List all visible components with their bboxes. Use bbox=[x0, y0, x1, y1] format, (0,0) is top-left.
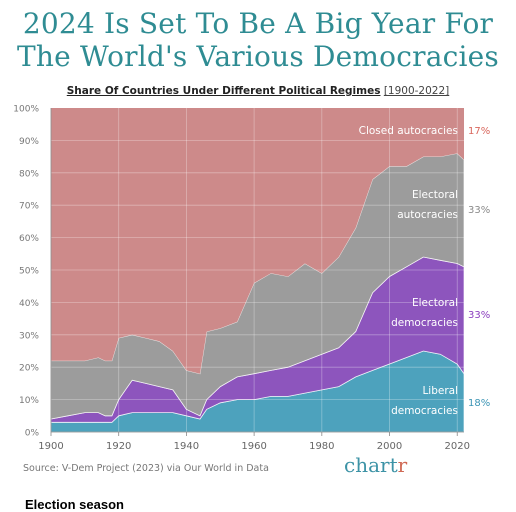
x-tick-label: 2020 bbox=[445, 441, 470, 452]
y-tick-label: 60% bbox=[19, 234, 39, 244]
y-tick-label: 100% bbox=[13, 105, 39, 115]
electoral-democracies-share: 33% bbox=[468, 310, 490, 321]
y-tick-label: 70% bbox=[19, 202, 39, 212]
y-tick-label: 80% bbox=[19, 169, 39, 179]
x-tick-label: 1960 bbox=[241, 441, 266, 452]
x-tick-label: 1980 bbox=[309, 441, 334, 452]
y-tick-label: 20% bbox=[19, 364, 39, 374]
x-tick-label: 2000 bbox=[377, 441, 402, 452]
liberal-democracies-label: Liberal bbox=[422, 385, 458, 397]
y-tick-label: 30% bbox=[19, 331, 39, 341]
subtitle-main: Share Of Countries Under Different Polit… bbox=[66, 85, 381, 97]
electoral-autocracies-share: 33% bbox=[468, 205, 490, 216]
y-tick-label: 0% bbox=[25, 429, 40, 439]
liberal-democracies-label: democracies bbox=[391, 405, 458, 417]
chart-title-line-2: The World's Various Democracies bbox=[17, 40, 499, 73]
electoral-democracies-label: democracies bbox=[391, 317, 458, 329]
chart-title-line-1: 2024 Is Set To Be A Big Year For bbox=[22, 7, 494, 40]
source-note: Source: V-Dem Project (2023) via Our Wor… bbox=[23, 463, 269, 474]
closed-autocracies-area bbox=[51, 108, 464, 374]
liberal-democracies-share: 18% bbox=[468, 398, 490, 409]
brand-logo-text: chart bbox=[344, 453, 398, 477]
y-tick-label: 90% bbox=[19, 137, 39, 147]
subtitle-year-range: [1900-2022] bbox=[383, 85, 450, 97]
electoral-democracies-label: Electoral bbox=[412, 297, 458, 309]
section-heading: Election season bbox=[25, 497, 124, 512]
x-tick-label: 1900 bbox=[38, 441, 63, 452]
electoral-autocracies-label: Electoral bbox=[412, 189, 458, 201]
stacked-area-chart: 0% 10% 20% 30% 40% 50% 60% 70% 80% 90% 100% 1900 192… bbox=[13, 105, 490, 453]
brand-logo-accent: r bbox=[397, 453, 408, 477]
brand-logo: chartr bbox=[344, 453, 407, 477]
electoral-autocracies-label: autocracies bbox=[397, 209, 458, 221]
closed-autocracies-label: Closed autocracies bbox=[359, 125, 458, 137]
chart-subtitle: Share Of Countries Under Different Polit… bbox=[0, 85, 516, 97]
closed-autocracies-share: 17% bbox=[468, 126, 490, 137]
y-tick-label: 10% bbox=[19, 396, 39, 406]
x-tick-label: 1920 bbox=[106, 441, 131, 452]
y-tick-label: 40% bbox=[19, 299, 39, 309]
x-tick-label: 1940 bbox=[174, 441, 199, 452]
y-tick-label: 50% bbox=[19, 267, 39, 277]
